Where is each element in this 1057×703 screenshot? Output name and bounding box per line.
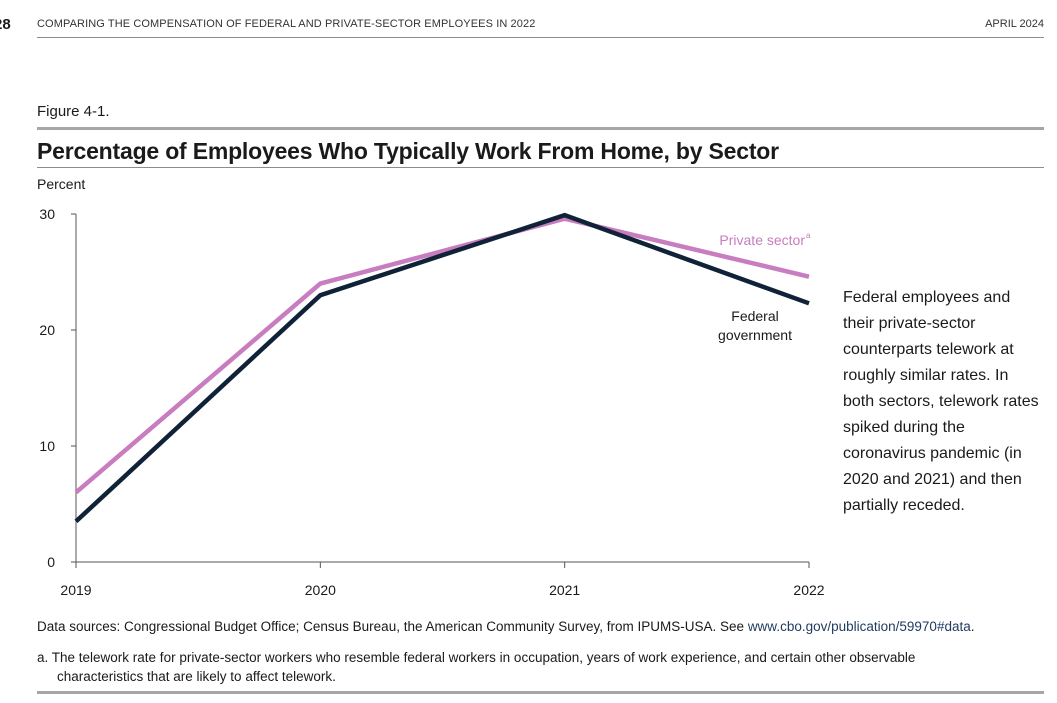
chart-title: Percentage of Employees Who Typically Wo…	[37, 138, 779, 164]
title-top-rule	[37, 127, 1044, 130]
footnote-text: a. The telework rate for private-sector …	[37, 650, 916, 684]
running-title: COMPARING THE COMPENSATION OF FEDERAL AN…	[37, 18, 536, 30]
y-tick-label: 30	[39, 206, 55, 222]
x-tick-label: 2022	[793, 582, 824, 598]
y-tick-label: 10	[39, 438, 55, 454]
federal-government-label: Federal	[731, 308, 778, 324]
title-bottom-rule	[37, 167, 1044, 168]
figure-label: Figure 4-1.	[37, 103, 110, 120]
x-tick-label: 2019	[60, 582, 91, 598]
source-prefix: Data sources: Congressional Budget Offic…	[37, 619, 748, 634]
header-divider	[37, 37, 1044, 38]
private-sector-label: Private sector	[719, 232, 805, 248]
y-tick-label: 0	[47, 554, 55, 570]
publication-date: APRIL 2024	[985, 18, 1044, 30]
private-sector-footnote-marker: a	[806, 231, 811, 240]
y-axis-label: Percent	[37, 176, 86, 192]
source-suffix: .	[970, 619, 975, 634]
source-link[interactable]: www.cbo.gov/publication/59970#data	[747, 619, 971, 634]
chart-annotation: Federal employees and their private-sect…	[843, 289, 1039, 514]
x-tick-label: 2020	[305, 582, 336, 598]
footnote: a. The telework rate for private-sector …	[37, 648, 997, 686]
data-sources: Data sources: Congressional Budget Offic…	[37, 619, 975, 634]
x-tick-label: 2021	[549, 582, 580, 598]
federal-government-label: government	[718, 327, 792, 343]
page-number: 28	[0, 16, 11, 33]
y-tick-label: 20	[39, 322, 55, 338]
federal-government-line	[74, 212, 810, 524]
private-sector-line	[74, 216, 810, 495]
bottom-rule	[37, 691, 1044, 694]
